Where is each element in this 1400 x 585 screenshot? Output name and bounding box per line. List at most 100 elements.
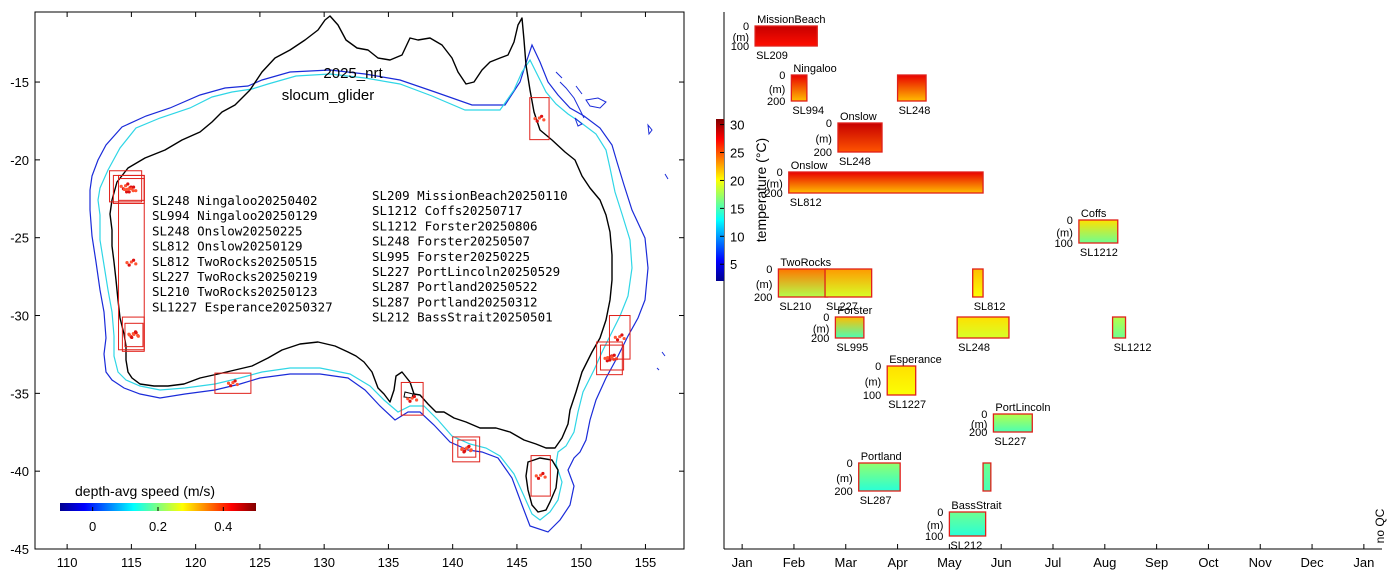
glider-track-point (606, 355, 610, 360)
temperature-section (754, 25, 818, 47)
glider-track-point (612, 353, 616, 357)
temperature-section (834, 316, 865, 339)
depth-unit-label: (m) (1056, 228, 1073, 240)
legend-left-entry: SL812 Onslow20250129 (152, 239, 303, 254)
deployment-glider-label: SL1212 (1114, 342, 1152, 354)
map-x-tick-label: 140 (442, 555, 464, 570)
legend-left-entry: SL227 TwoRocks20250219 (152, 269, 318, 284)
glider-track-point (136, 334, 140, 338)
deployment-tworocks-sl210: 0 (m)200 TwoRocks SL210 (754, 257, 832, 313)
deployment-glider-label: SL227 (994, 436, 1026, 448)
map-x-tick-label: 150 (570, 555, 592, 570)
deployment-segment-sl248: SL248 (896, 74, 930, 117)
temperature-colorbar-label: temperature (°C) (753, 138, 769, 242)
deployment-forster-sl995: 0(m)200 Forster SL995 (811, 305, 873, 354)
deployment-portland-sl287: 0 (m)200 Portland SL287 (834, 451, 901, 507)
glider-track-point (460, 447, 465, 451)
deployment-site-label: Coffs (1081, 208, 1107, 220)
speed-colorbar-tick-label: 0.4 (214, 519, 232, 534)
temperature-section (777, 268, 829, 298)
island-outline (574, 97, 607, 127)
map-y-tick-label: -25 (10, 231, 29, 246)
month-tick-label: Jun (991, 555, 1012, 570)
temperature-section (956, 316, 1010, 339)
australia-coastline (109, 15, 613, 449)
legend-left-entry: SL248 Ningaloo20250402 (152, 193, 318, 208)
glider-track-point (125, 187, 129, 192)
no-qc-label: no QC (1373, 508, 1387, 543)
map-axis-ticks: 110 115 120 125 130 135 140 145 150 155 -15 -20 -25 -… (10, 12, 684, 570)
deployment-site-label: Ningaloo (793, 63, 836, 75)
map-x-tick-label: 120 (185, 555, 207, 570)
legend-right-entry: SL227 PortLincoln20250529 (372, 264, 560, 279)
deployment-site-label: Onslow (791, 160, 828, 172)
month-tick-label: Dec (1300, 555, 1324, 570)
deployment-onslow-sl248: 0 (m)200 Onslow SL248 (814, 111, 883, 168)
deployment-site-label: TwoRocks (780, 257, 831, 269)
depth-max-label: 200 (767, 96, 785, 108)
glider-track-point (622, 336, 626, 341)
depth-max-label: 200 (814, 147, 832, 159)
timeline-deployments: 0(m)100MissionBeachSL2090(m)200NingalooS… (731, 14, 1152, 552)
glider-track-point (124, 184, 128, 188)
deployment-ningaloo-sl994: 0 (m)200 Ningaloo SL994 (767, 63, 837, 117)
depth-unit-label: (m) (971, 419, 988, 431)
glider-track-point (125, 261, 129, 265)
reef-outline (555, 71, 585, 119)
temperature-section (992, 413, 1033, 433)
temperature-section (824, 268, 873, 298)
glider-track-point (535, 119, 539, 123)
depth-unit-label: (m) (813, 324, 830, 336)
deployment-glider-label: SL994 (792, 105, 824, 117)
island-outline (647, 123, 669, 371)
deployment-box-tworocks (124, 322, 144, 348)
deployment-box-portlincoln (400, 381, 424, 416)
deployment-site-label: BassStrait (951, 500, 1001, 512)
glider-track-point (127, 333, 132, 337)
legend-right-entry: SL248 Forster20250507 (372, 234, 530, 249)
map-x-tick-label: 125 (249, 555, 271, 570)
glider-track-map: 110 115 120 125 130 135 140 145 150 155 -15 -20 -25 -… (0, 0, 700, 580)
temperature-colorbar-tick-label: 20 (730, 173, 744, 188)
glider-track-point (127, 190, 131, 194)
temperature-colorbar-tick-label: 30 (730, 118, 744, 133)
glider-track-point (130, 335, 134, 340)
month-tick-label: May (937, 555, 962, 570)
depth-max-label: 200 (834, 486, 852, 498)
deployment-box-tworocks (121, 316, 145, 352)
depth-unit-label: (m) (815, 134, 832, 146)
legend-right-entry: SL212 BassStrait20250501 (372, 310, 553, 325)
legend-right-entry: SL1212 Forster20250806 (372, 218, 538, 233)
glider-track-point (463, 449, 467, 453)
legend-left-entry: SL1227 Esperance20250327 (152, 299, 333, 314)
deployment-box-missionbeach (529, 97, 550, 141)
glider-track-point (542, 118, 546, 122)
deployment-box-coffs (608, 315, 631, 360)
month-tick-label: Nov (1249, 555, 1273, 570)
depth-top-label: 0 (826, 118, 832, 130)
depth-top-label: 0 (937, 507, 943, 519)
temperature-section (886, 365, 917, 396)
glider-track-point (229, 384, 233, 388)
glider-track-point (536, 476, 541, 480)
depth-max-label: 100 (925, 531, 943, 543)
deployment-site-label: Forster (837, 305, 872, 317)
glider-track-point (233, 379, 237, 383)
deployment-site-label: Onslow (840, 111, 877, 123)
glider-track-point (129, 260, 133, 264)
map-axes-box (34, 11, 685, 550)
map-y-tick-label: -20 (10, 153, 29, 168)
isobath-inner (97, 58, 633, 521)
deployment-segment-sl812: SL812 (972, 268, 1006, 313)
depth-max-label: 100 (731, 41, 749, 53)
deployment-site-label: Portland (861, 451, 902, 463)
temperature-colorbar-gradient (716, 119, 724, 281)
depth-top-label: 0 (766, 264, 772, 276)
depth-unit-label: (m) (766, 179, 783, 191)
glider-track-point (414, 398, 419, 402)
map-x-tick-label: 145 (506, 555, 528, 570)
temperature-colorbar-tick-label: 5 (730, 257, 737, 272)
temperature-section (896, 74, 927, 102)
map-x-tick-label: 130 (313, 555, 335, 570)
